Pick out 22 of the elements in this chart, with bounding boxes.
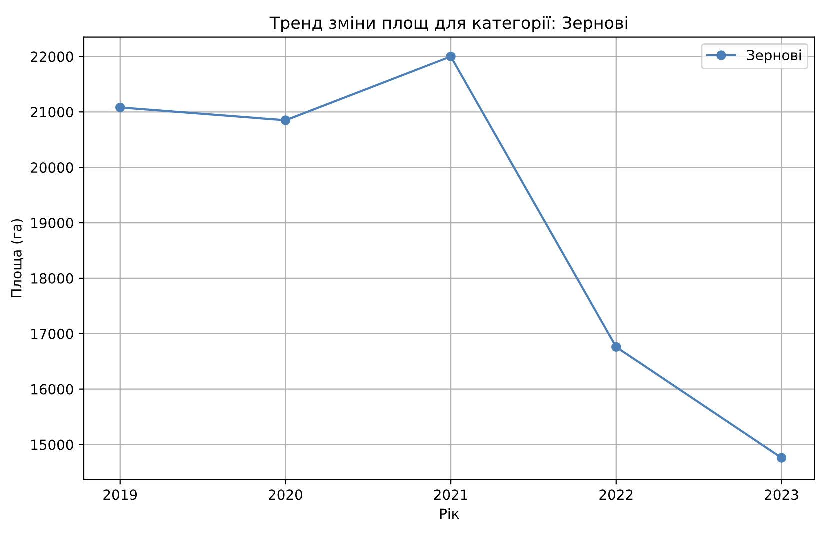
x-tick-label: 2019: [104, 490, 138, 500]
y-tick-label: 18000: [32, 273, 74, 284]
point: [446, 52, 456, 62]
point: [612, 342, 622, 352]
x-axis-title: Рік: [440, 508, 460, 519]
legend-label: Зернові: [747, 50, 801, 64]
y-tick-label: 16000: [32, 384, 74, 395]
point: [116, 102, 126, 113]
y-tick-label: 20000: [31, 162, 74, 174]
y-axis-title: Площа (га): [11, 219, 24, 298]
y-tick-label: 17000: [32, 328, 74, 340]
y-tick-label: 15000: [32, 440, 74, 450]
chart-title: Тренд зміни площ для категорії: Зернові: [270, 16, 628, 32]
y-tick-label: 21000: [31, 107, 74, 118]
x-tick-label: 2023: [765, 490, 798, 500]
point: [776, 453, 787, 463]
y-tick-label: 22000: [31, 52, 74, 62]
point: [280, 116, 291, 126]
y-tick-label: 19000: [32, 218, 74, 228]
x-tick-label: 2021: [434, 490, 468, 500]
x-tick-label: 2022: [600, 490, 633, 500]
x-tick-label: 2020: [269, 490, 302, 500]
